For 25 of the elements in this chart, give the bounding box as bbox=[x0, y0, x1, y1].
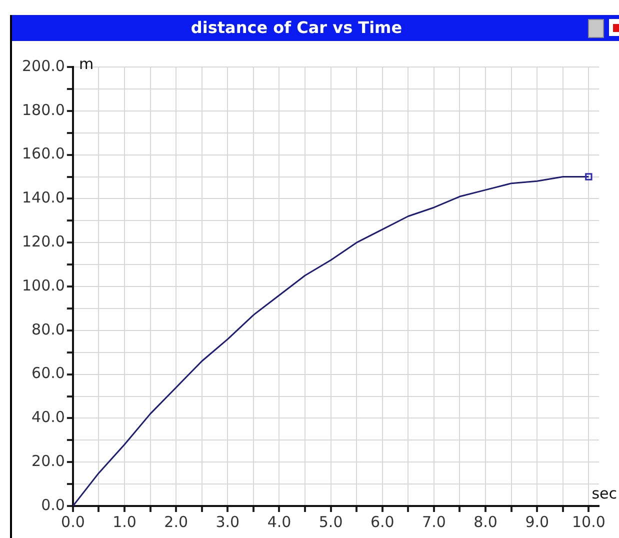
y-tick-label: 80.0 bbox=[32, 320, 65, 338]
x-tick-label: 4.0 bbox=[267, 512, 292, 531]
x-tick-label: 10.0 bbox=[572, 512, 606, 531]
chart-title: distance of Car vs Time bbox=[190, 18, 402, 37]
y-tick-label: 140.0 bbox=[22, 188, 65, 207]
y-tick-label: 40.0 bbox=[32, 408, 65, 426]
x-tick-label: 7.0 bbox=[422, 512, 446, 531]
y-tick-label: 20.0 bbox=[32, 452, 65, 470]
y-tick-label: 120.0 bbox=[22, 232, 65, 250]
y-axis-title: m bbox=[78, 54, 94, 73]
x-tick-label: 1.0 bbox=[112, 512, 136, 531]
x-tick-label: 3.0 bbox=[216, 512, 240, 531]
y-tick-label: 200.0 bbox=[22, 56, 65, 75]
x-tick-label: 6.0 bbox=[370, 512, 394, 531]
y-tick-label: 0.0 bbox=[41, 496, 65, 514]
y-tick-label: 180.0 bbox=[22, 100, 65, 119]
x-axis-title: sec bbox=[592, 484, 617, 502]
x-tick-label: 2.0 bbox=[164, 512, 188, 531]
y-tick-label: 100.0 bbox=[22, 276, 65, 294]
x-tick-label: 8.0 bbox=[474, 512, 498, 531]
x-tick-label: 5.0 bbox=[318, 512, 343, 531]
x-tick-label: 0.0 bbox=[61, 512, 85, 531]
y-tick-label: 60.0 bbox=[32, 364, 65, 382]
y-tick-label: 160.0 bbox=[22, 144, 65, 163]
x-tick-label: 9.0 bbox=[525, 512, 550, 531]
